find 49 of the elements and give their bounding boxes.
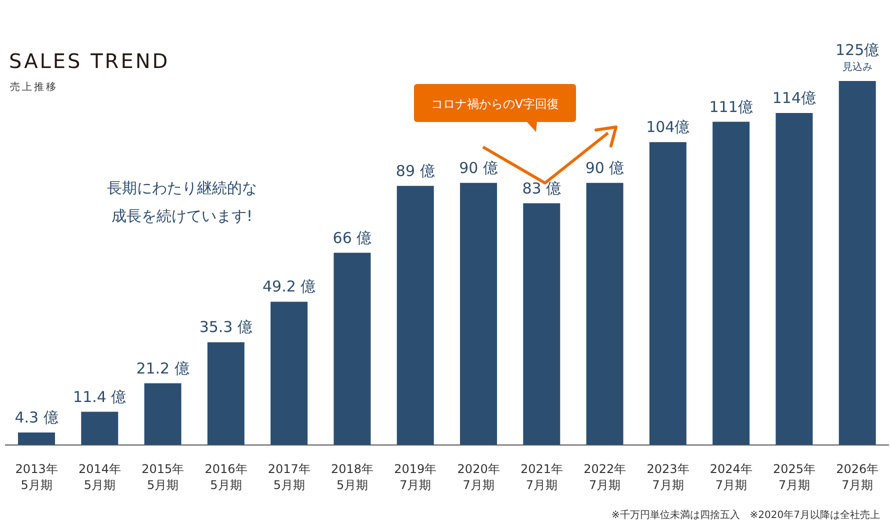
data-label: 66 億 xyxy=(332,228,372,247)
data-label: 90 億 xyxy=(585,158,624,177)
x-tick-label: 2013年 5月期 xyxy=(15,462,58,492)
x-tick-label: 2020年 7月期 xyxy=(457,462,500,492)
bar xyxy=(396,186,434,445)
data-label: 104億 xyxy=(646,118,690,136)
x-tick-label: 2015年 5月期 xyxy=(142,462,184,492)
x-tick-label: 2017年 5月期 xyxy=(268,462,310,492)
chart-subtitle: 売上推移 xyxy=(10,80,58,94)
x-tick-label: 2022年 7月期 xyxy=(584,462,626,492)
annotation: コロナ禍からのV字回復 xyxy=(430,97,560,111)
bar xyxy=(523,203,560,445)
data-label: 111億 xyxy=(709,98,753,116)
data-label: 21.2 億 xyxy=(136,359,190,378)
x-tick-label: 2016年 5月期 xyxy=(204,462,248,492)
text: ※千万円単位未満は四捨五入 ※2020年7月以降は全社売上 xyxy=(611,509,880,521)
bar xyxy=(838,81,876,445)
data-label: 11.4 億 xyxy=(73,388,126,406)
bar xyxy=(270,302,308,445)
data-label: 35.3 億 xyxy=(199,318,253,336)
x-tick-label: 2025年 7月期 xyxy=(773,462,816,492)
data-label: 83 億 xyxy=(522,179,562,198)
annotation: 見込み xyxy=(842,61,872,73)
annotation: 成長を続けています! xyxy=(111,207,253,225)
x-tick-label: 2024年 7月期 xyxy=(710,462,752,492)
x-tick-label: 2026年 7月期 xyxy=(836,462,879,492)
bar xyxy=(776,113,813,445)
data-label: 49.2 億 xyxy=(262,278,316,296)
data-label: 89 億 xyxy=(396,162,435,180)
bar xyxy=(207,342,244,445)
bar xyxy=(144,383,182,445)
bar xyxy=(649,142,686,445)
x-tick-label: 2021年 7月期 xyxy=(520,462,563,492)
chart-title: SALES TREND xyxy=(9,49,170,73)
data-label: 114億 xyxy=(772,89,816,108)
data-label: 125億 xyxy=(836,41,880,59)
x-tick-label: 2023年 7月期 xyxy=(646,462,690,492)
bar xyxy=(81,412,118,445)
x-tick-label: 2019年 7月期 xyxy=(394,462,437,492)
bar xyxy=(586,182,624,445)
bar xyxy=(18,432,55,445)
data-label: 90 億 xyxy=(459,158,498,177)
data-label: 4.3 億 xyxy=(14,408,58,426)
bar xyxy=(334,252,371,445)
annotation: 長期にわたり継続的な xyxy=(107,179,257,197)
bar xyxy=(460,182,497,445)
x-tick-label: 2018年 5月期 xyxy=(331,462,374,492)
bar xyxy=(712,122,750,445)
x-tick-label: 2014年 5月期 xyxy=(78,462,121,492)
